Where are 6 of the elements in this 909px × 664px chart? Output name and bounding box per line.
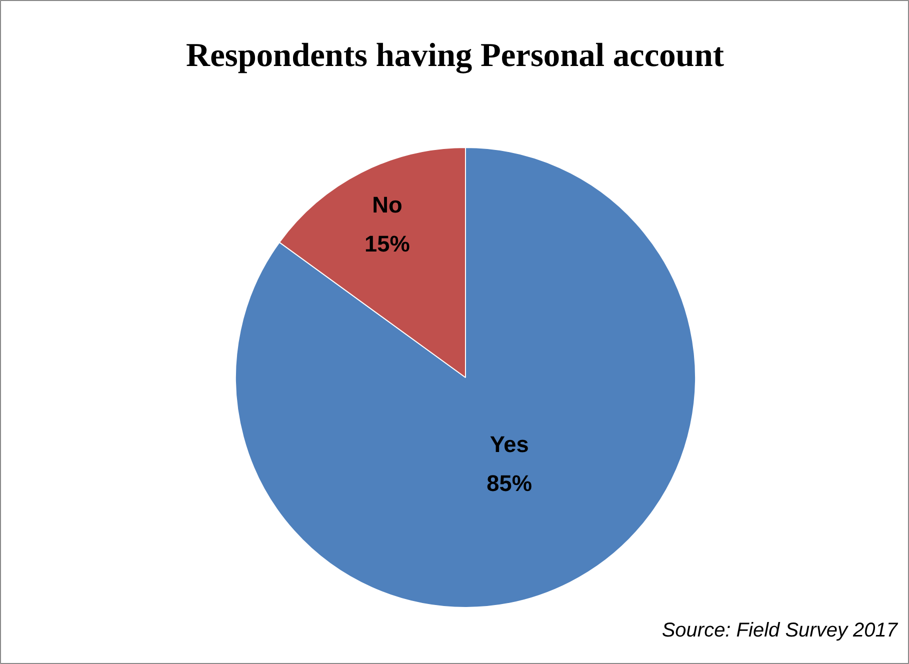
chart-title: Respondents having Personal account: [186, 37, 724, 74]
slice-label: No: [372, 191, 402, 218]
data-label: 15%: [364, 230, 410, 256]
slice-label: Yes: [490, 431, 529, 458]
data-label: 85%: [486, 470, 532, 496]
source-note: Source: Field Survey 2017: [662, 620, 898, 642]
